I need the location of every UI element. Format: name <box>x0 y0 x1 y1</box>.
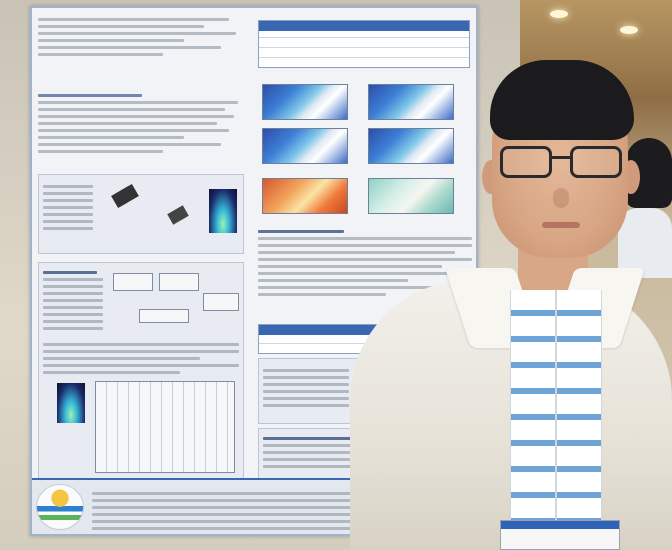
poster-text-block <box>43 181 93 234</box>
poster-text-block <box>92 488 468 534</box>
name-badge-strip <box>501 521 619 529</box>
satellite-icon <box>111 183 139 209</box>
poster-figure-panel <box>38 174 244 254</box>
results-table-header <box>259 21 469 31</box>
presenter <box>350 50 672 550</box>
eyeglass-lens <box>500 146 552 178</box>
result-map <box>368 84 454 120</box>
spectrum-image <box>57 383 85 423</box>
result-map <box>368 128 454 164</box>
poster-text-block <box>43 267 103 334</box>
result-map <box>262 128 348 164</box>
presenter-mouth <box>542 222 580 228</box>
poster-text-block <box>38 90 246 157</box>
flowchart-box <box>113 273 153 291</box>
result-map <box>368 178 454 214</box>
poster-text-block <box>258 226 472 300</box>
result-map <box>262 84 348 120</box>
satellite-icon <box>167 205 189 225</box>
lanyard-strap <box>510 290 556 540</box>
institution-logo <box>36 484 84 530</box>
flowchart-box <box>159 273 199 291</box>
name-badge <box>500 520 620 550</box>
presenter-hair <box>490 60 634 140</box>
eyeglass-lens <box>570 146 622 178</box>
result-map <box>262 178 348 214</box>
poster-text-block <box>263 365 349 411</box>
eyeglasses <box>500 146 624 186</box>
flowchart-box <box>139 309 189 323</box>
presenter-nose <box>553 188 569 208</box>
results-table-header <box>259 325 469 335</box>
poster-methodology-panel <box>38 262 244 482</box>
eyeglass-bridge <box>550 156 572 159</box>
poster-text-block <box>38 14 246 60</box>
spectrum-image <box>209 189 237 233</box>
network-diagram <box>95 381 235 473</box>
poster-text-block <box>43 339 239 378</box>
ceiling-light <box>550 10 568 18</box>
background-person-shoulder <box>618 208 672 278</box>
lanyard-strap <box>556 290 602 540</box>
ceiling-light <box>620 26 638 34</box>
flowchart-box <box>203 293 239 311</box>
results-table <box>258 20 470 68</box>
